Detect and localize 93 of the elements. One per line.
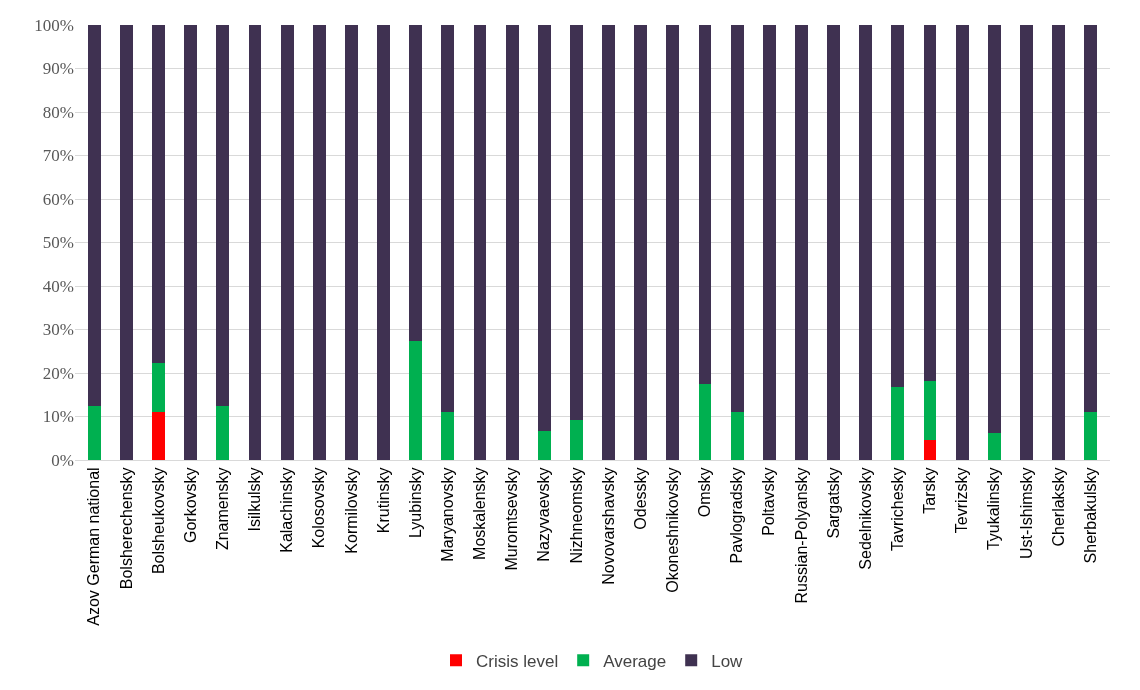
y-tick-label: 10% xyxy=(42,407,74,427)
bar xyxy=(537,430,551,460)
bar xyxy=(955,25,969,460)
x-tick-label: Tyukalinsky xyxy=(985,467,1003,551)
bar xyxy=(923,381,937,441)
x-tick-label: Isilkulsky xyxy=(246,467,264,532)
x-tick-label: Kolosovsky xyxy=(310,467,328,549)
legend-label: Average xyxy=(603,651,667,671)
x-tick-label: Bolsherechensky xyxy=(117,467,135,590)
x-tick-label: Kormilovsky xyxy=(342,467,360,554)
x-tick-label: Tavrichesky xyxy=(889,467,907,551)
x-tick-label: Znamensky xyxy=(214,467,232,551)
bar xyxy=(216,405,230,460)
bar xyxy=(987,432,1001,460)
bar xyxy=(1020,25,1033,460)
x-tick-label: Gorkovsky xyxy=(181,467,199,543)
x-tick-label: Kalachinsky xyxy=(278,467,296,553)
bar xyxy=(762,25,776,460)
legend-label: Crisis level xyxy=(476,651,559,671)
bar xyxy=(1084,411,1098,460)
y-tick-label: 60% xyxy=(42,189,74,209)
bar xyxy=(441,25,455,412)
y-tick-label: 0% xyxy=(51,450,74,470)
bar xyxy=(377,25,390,460)
bar xyxy=(602,25,615,460)
bar xyxy=(570,25,583,421)
x-tick-label: Okoneshnikovsky xyxy=(664,467,682,593)
bar xyxy=(312,25,326,460)
x-tick-label: Nizhneomsky xyxy=(567,467,585,564)
bar xyxy=(570,420,583,460)
bar xyxy=(730,25,744,412)
bar xyxy=(923,25,937,382)
bar xyxy=(891,25,905,388)
bar xyxy=(987,25,1001,433)
bar xyxy=(891,387,905,460)
bar xyxy=(345,25,358,460)
y-tick-label: 70% xyxy=(42,146,74,166)
x-tick-label: Omsky xyxy=(696,467,714,518)
bar xyxy=(730,411,744,460)
bar xyxy=(537,25,551,431)
bar xyxy=(184,25,198,460)
bar xyxy=(152,363,165,412)
bar xyxy=(1052,25,1065,460)
x-tick-label: Moskalensky xyxy=(471,467,489,560)
x-tick-label: Ust-Ishimsky xyxy=(1017,467,1035,559)
x-tick-label: Cherlaksky xyxy=(1049,467,1067,547)
x-tick-label: Krutinsky xyxy=(374,467,392,534)
y-tick-label: 80% xyxy=(42,102,74,122)
bar xyxy=(1084,25,1098,412)
x-tick-label: Azov German national xyxy=(85,467,103,626)
x-tick-label: Tevrizsky xyxy=(953,467,971,534)
bar xyxy=(923,440,937,460)
x-tick-label: Bolsheukovsky xyxy=(149,467,167,575)
x-tick-label: Sedelnikovsky xyxy=(856,467,874,570)
y-tick-label: 50% xyxy=(42,233,74,253)
bar xyxy=(698,384,712,460)
x-tick-label: Tarsky xyxy=(921,467,939,514)
y-tick-label: 90% xyxy=(42,59,74,79)
x-tick-label: Poltavsky xyxy=(760,467,778,536)
bar xyxy=(441,411,455,460)
y-tick-label: 20% xyxy=(42,363,74,383)
bar xyxy=(248,25,262,460)
bar xyxy=(120,25,133,460)
x-tick-label: Pavlogradsky xyxy=(728,467,746,564)
bar xyxy=(87,405,101,460)
x-tick-label: Muromtsevsky xyxy=(503,467,521,571)
x-tick-label: Lyubinsky xyxy=(406,467,424,538)
bar xyxy=(505,25,519,460)
y-tick-label: 100% xyxy=(34,15,74,35)
bar xyxy=(698,25,712,385)
bar xyxy=(409,25,423,342)
x-tick-label: Russian-Polyansky xyxy=(792,467,810,604)
bar xyxy=(473,25,487,460)
bar xyxy=(216,25,230,406)
x-tick-label: Odessky xyxy=(631,467,649,530)
bar xyxy=(859,25,873,460)
bar xyxy=(634,25,648,460)
legend-label: Low xyxy=(711,651,744,671)
y-tick-label: 30% xyxy=(42,320,74,340)
bar xyxy=(409,341,423,460)
x-tick-label: Sherbakulsky xyxy=(1081,467,1099,564)
bar xyxy=(280,25,294,460)
x-tick-label: Maryanovsky xyxy=(439,467,457,562)
bar xyxy=(152,25,165,364)
bar xyxy=(666,25,680,460)
bar xyxy=(87,25,101,406)
bar xyxy=(795,25,808,460)
x-tick-label: Novovarshavsky xyxy=(599,467,617,585)
x-tick-label: Sargatsky xyxy=(824,467,842,539)
bar xyxy=(827,25,840,460)
x-tick-label: Nazyvaevsky xyxy=(535,467,553,562)
bar xyxy=(152,411,165,460)
y-tick-label: 40% xyxy=(42,276,74,296)
